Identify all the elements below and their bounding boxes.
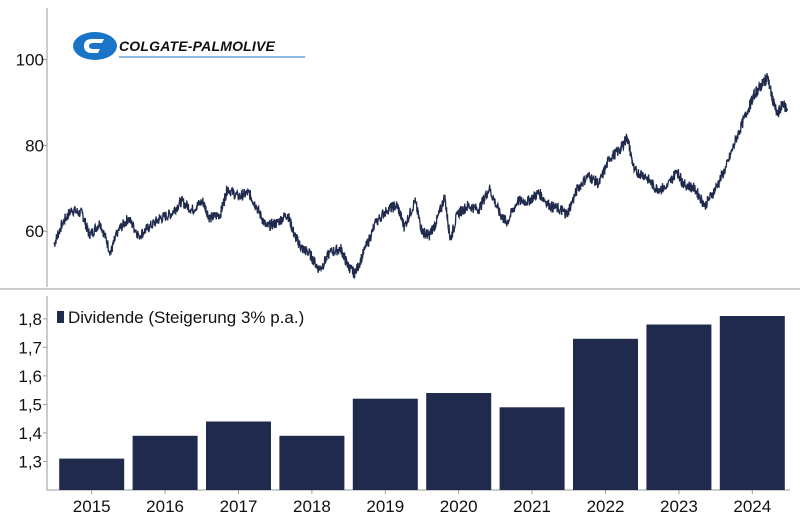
dividend-bar-2015 bbox=[59, 458, 125, 490]
dividend-bars bbox=[59, 316, 785, 490]
dividend-bar-2020 bbox=[426, 393, 492, 490]
dividend-bar-2016 bbox=[132, 435, 198, 490]
dividend-bar-2024 bbox=[719, 316, 785, 490]
legend-swatch bbox=[57, 311, 64, 323]
dividend-bar-2019 bbox=[352, 398, 418, 490]
dividend-y-tick-label: 1,5 bbox=[18, 395, 42, 414]
dividend-bar-2023 bbox=[646, 324, 712, 490]
price-y-tick-label: 80 bbox=[25, 136, 44, 155]
dividend-x-tick-label: 2021 bbox=[513, 497, 551, 516]
dividend-y-tick-label: 1,7 bbox=[18, 338, 42, 357]
dividend-x-tick-label: 2019 bbox=[366, 497, 404, 516]
logo-mark-icon bbox=[73, 32, 117, 60]
dividend-y-tick-label: 1,3 bbox=[18, 452, 42, 471]
dividend-y-tick-label: 1,6 bbox=[18, 367, 42, 386]
dividend-x-tick-label: 2016 bbox=[146, 497, 184, 516]
dividend-y-tick-label: 1,8 bbox=[18, 310, 42, 329]
dividend-x-tick-label: 2022 bbox=[587, 497, 625, 516]
dividend-x-ticks: 2015 2016 2017 2018 2019 2020 2021 2022 2023 2024 bbox=[73, 490, 771, 516]
dividend-x-tick-label: 2020 bbox=[440, 497, 478, 516]
dividend-legend: Dividende (Steigerung 3% p.a.) bbox=[57, 308, 304, 327]
price-series-line bbox=[53, 73, 788, 279]
logo-text: COLGATE-PALMOLIVE bbox=[119, 38, 276, 54]
dividend-x-tick-label: 2015 bbox=[73, 497, 111, 516]
dividend-y-tick-label: 1,4 bbox=[18, 424, 42, 443]
price-y-tick-label: 60 bbox=[25, 222, 44, 241]
dividend-bar-2022 bbox=[573, 338, 638, 490]
dividend-x-tick-label: 2023 bbox=[660, 497, 698, 516]
dividend-x-tick-label: 2017 bbox=[220, 497, 258, 516]
dividend-y-ticks: 1,3 1,4 1,5 1,6 1,7 1,8 bbox=[18, 310, 47, 471]
colgate-logo: COLGATE-PALMOLIVE bbox=[73, 32, 305, 60]
dividend-bar-2018 bbox=[279, 435, 345, 490]
dividend-x-tick-label: 2024 bbox=[733, 497, 771, 516]
price-y-ticks: 60 80 100 bbox=[16, 51, 47, 241]
price-y-tick-label: 100 bbox=[16, 51, 44, 70]
dividend-bar-2021 bbox=[499, 407, 565, 490]
dividend-x-tick-label: 2018 bbox=[293, 497, 331, 516]
legend-label: Dividende (Steigerung 3% p.a.) bbox=[68, 308, 304, 327]
dividend-bar-2017 bbox=[206, 421, 271, 490]
